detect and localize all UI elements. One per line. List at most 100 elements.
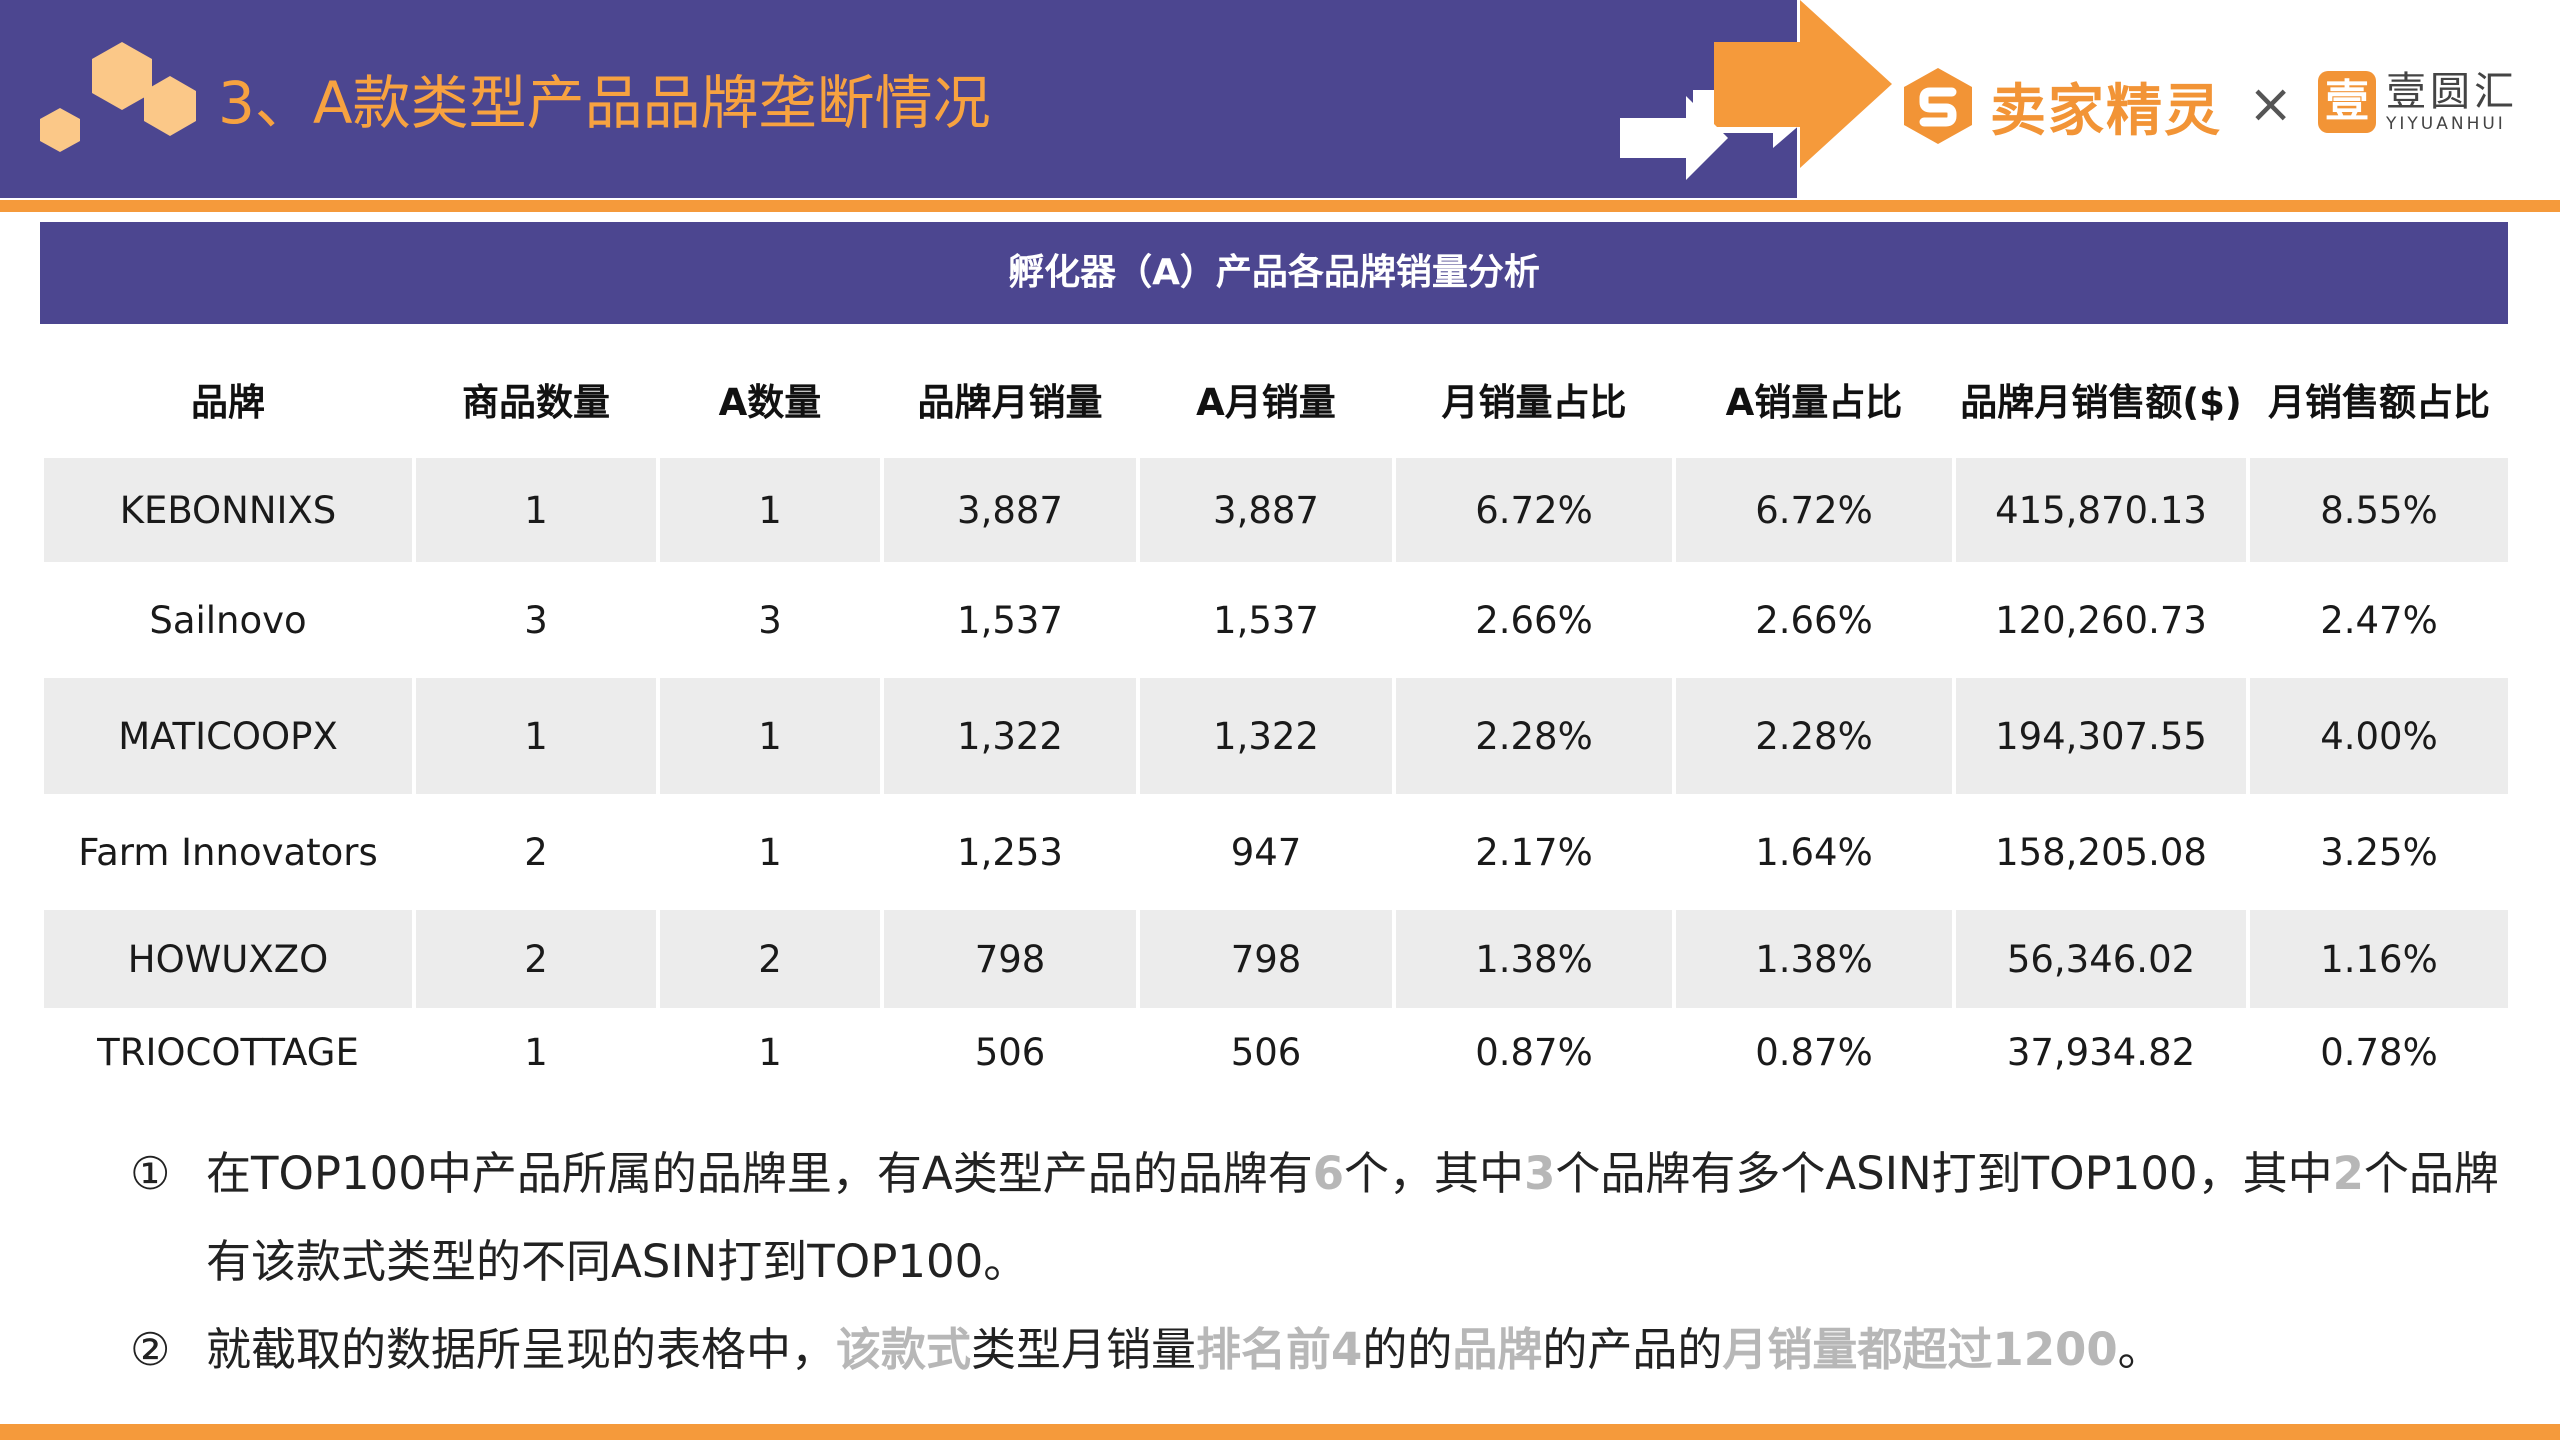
- cell-monthly-revenue-share: 3.25%: [2320, 830, 2438, 874]
- bottom-divider: [0, 1424, 2560, 1440]
- note-highlight: 2: [2332, 1147, 2364, 1200]
- note-highlight: 3: [1524, 1147, 1556, 1200]
- top-divider: [0, 200, 2560, 212]
- cell-a-count: 1: [758, 1030, 782, 1074]
- header-a-sales-share: A销量占比: [1725, 381, 1903, 424]
- cell-brand-monthly-sales: 3,887: [884, 458, 1136, 562]
- header-monthly-sales-share: 月销量占比: [1441, 381, 1627, 424]
- cell-monthly-revenue-share: 1.16%: [2250, 910, 2508, 1008]
- cell-brand: HOWUXZO: [44, 910, 412, 1008]
- seller-sprite-logo: 卖家精灵: [1900, 60, 2222, 152]
- cell-brand-monthly-revenue: 158,205.08: [1995, 830, 2207, 874]
- cell-brand-monthly-sales: 798: [884, 910, 1136, 1008]
- cell-product-count: 1: [416, 678, 656, 794]
- cell-monthly-sales-share: 0.87%: [1475, 1030, 1593, 1074]
- cell-brand: MATICOOPX: [44, 678, 412, 794]
- cell-a-monthly-sales: 1,537: [1213, 598, 1319, 642]
- cell-brand: KEBONNIXS: [44, 458, 412, 562]
- cell-monthly-revenue-share: 2.47%: [2320, 598, 2438, 642]
- cell-brand-monthly-sales: 1,253: [957, 830, 1063, 874]
- yiyuanhui-logo: 壹 壹圆汇 YIYUANHUI: [2318, 70, 2518, 134]
- note-text: 个，其中: [1344, 1147, 1525, 1200]
- note-number: ①: [130, 1147, 171, 1200]
- notes: ① 在TOP100中产品所属的品牌里，有A类型产品的品牌有6个，其中3个品牌有多…: [130, 1130, 2510, 1394]
- cell-product-count: 3: [524, 598, 548, 642]
- cell-brand: Sailnovo: [149, 598, 307, 642]
- seller-sprite-name: 卖家精灵: [1990, 78, 2222, 144]
- hexagon-small-icon: [40, 108, 80, 152]
- cell-monthly-revenue-share: 4.00%: [2250, 678, 2508, 794]
- table-row: MATICOOPX 1 1 1,322 1,322 2.28% 2.28% 19…: [44, 678, 2508, 794]
- table-row: Farm Innovators 2 1 1,253 947 2.17% 1.64…: [44, 794, 2508, 910]
- cell-product-count: 2: [416, 910, 656, 1008]
- table-row: KEBONNIXS 1 1 3,887 3,887 6.72% 6.72% 41…: [44, 458, 2508, 562]
- note-highlight: 6: [1312, 1147, 1345, 1200]
- cell-brand-monthly-sales: 1,322: [884, 678, 1136, 794]
- note-text: 个品牌有该款式类型的不同ASIN打到TOP100。: [206, 1147, 2499, 1288]
- cell-monthly-sales-share: 6.72%: [1396, 458, 1672, 562]
- cell-brand-monthly-revenue: 120,260.73: [1995, 598, 2207, 642]
- note-text: 在TOP100中产品所属的品牌里，有A类型产品的品牌有: [206, 1147, 1313, 1200]
- note-highlight: 月销量都超过1200: [1722, 1323, 2118, 1376]
- cell-a-monthly-sales: 506: [1230, 1030, 1302, 1074]
- cell-product-count: 2: [524, 830, 548, 874]
- yiyuanhui-name: 壹圆汇: [2386, 69, 2518, 115]
- cell-a-monthly-sales: 3,887: [1140, 458, 1392, 562]
- table-title: 孵化器（A）产品各品牌销量分析: [40, 222, 2508, 324]
- header-brand-monthly-sales: 品牌月销量: [917, 381, 1103, 424]
- table-header-row: 品牌 商品数量 A数量 品牌月销量 A月销量 月销量占比 A销量占比 品牌月销售…: [44, 340, 2508, 458]
- cell-a-count: 2: [660, 910, 880, 1008]
- note-number: ②: [130, 1323, 171, 1376]
- cell-brand: Farm Innovators: [78, 830, 378, 874]
- cell-a-sales-share: 1.38%: [1676, 910, 1952, 1008]
- cell-a-monthly-sales: 1,322: [1140, 678, 1392, 794]
- note-highlight: 品牌: [1452, 1323, 1543, 1376]
- yiyuanhui-badge-icon: 壹: [2318, 71, 2376, 133]
- cell-a-count: 1: [758, 830, 782, 874]
- cell-brand-monthly-revenue: 56,346.02: [1956, 910, 2246, 1008]
- note-highlight: 排名前4: [1196, 1323, 1363, 1376]
- brand-sales-table: 品牌 商品数量 A数量 品牌月销量 A月销量 月销量占比 A销量占比 品牌月销售…: [40, 340, 2512, 1096]
- cell-brand: TRIOCOTTAGE: [97, 1030, 359, 1074]
- hexagon-large-icon: [92, 42, 152, 110]
- arrow-right-icon: [1620, 0, 1892, 180]
- hexagon-cluster-icon: [40, 42, 196, 152]
- header-monthly-revenue-share: 月销售额占比: [2268, 381, 2490, 424]
- cell-monthly-revenue-share: 0.78%: [2320, 1030, 2438, 1074]
- cell-monthly-revenue-share: 8.55%: [2250, 458, 2508, 562]
- cell-a-count: 3: [758, 598, 782, 642]
- header-a-monthly-sales: A月销量: [1196, 381, 1336, 424]
- header-band: [0, 0, 1797, 198]
- note-text: 类型月销量: [971, 1323, 1197, 1376]
- cross-icon: ×: [2248, 72, 2294, 135]
- yiyuanhui-name-en: YIYUANHUI: [2386, 114, 2506, 134]
- note-text: 的产品的: [1542, 1323, 1723, 1376]
- note-text: 的的: [1362, 1323, 1453, 1376]
- cell-a-sales-share: 2.28%: [1676, 678, 1952, 794]
- cell-monthly-sales-share: 2.17%: [1475, 830, 1593, 874]
- header-product-count: 商品数量: [462, 381, 610, 424]
- cell-brand-monthly-sales: 1,537: [957, 598, 1063, 642]
- cell-a-monthly-sales: 798: [1140, 910, 1392, 1008]
- hexagon-medium-icon: [144, 76, 196, 136]
- cell-a-sales-share: 0.87%: [1755, 1030, 1873, 1074]
- table-row: TRIOCOTTAGE 1 1 506 506 0.87% 0.87% 37,9…: [44, 1008, 2508, 1096]
- header-a-count: A数量: [718, 381, 822, 424]
- note-text: 。: [2117, 1323, 2163, 1376]
- seller-sprite-s-icon: [1904, 68, 1972, 144]
- note-2: ② 就截取的数据所呈现的表格中，该款式类型月销量排名前4的的品牌的产品的月销量都…: [130, 1306, 2510, 1394]
- cell-monthly-sales-share: 2.28%: [1396, 678, 1672, 794]
- cell-a-count: 1: [660, 458, 880, 562]
- note-1: ① 在TOP100中产品所属的品牌里，有A类型产品的品牌有6个，其中3个品牌有多…: [130, 1130, 2510, 1306]
- table-row: HOWUXZO 2 2 798 798 1.38% 1.38% 56,346.0…: [44, 910, 2508, 1008]
- note-text: 就截取的数据所呈现的表格中，: [206, 1323, 837, 1376]
- cell-a-sales-share: 6.72%: [1676, 458, 1952, 562]
- header-brand: 品牌: [191, 381, 265, 424]
- cell-monthly-sales-share: 1.38%: [1396, 910, 1672, 1008]
- cell-brand-monthly-revenue: 37,934.82: [2006, 1030, 2196, 1074]
- cell-brand-monthly-sales: 506: [974, 1030, 1046, 1074]
- cell-brand-monthly-revenue: 415,870.13: [1956, 458, 2246, 562]
- note-text: 个品牌有多个ASIN打到TOP100，其中: [1555, 1147, 2333, 1200]
- cell-a-count: 1: [660, 678, 880, 794]
- cell-a-sales-share: 1.64%: [1755, 830, 1873, 874]
